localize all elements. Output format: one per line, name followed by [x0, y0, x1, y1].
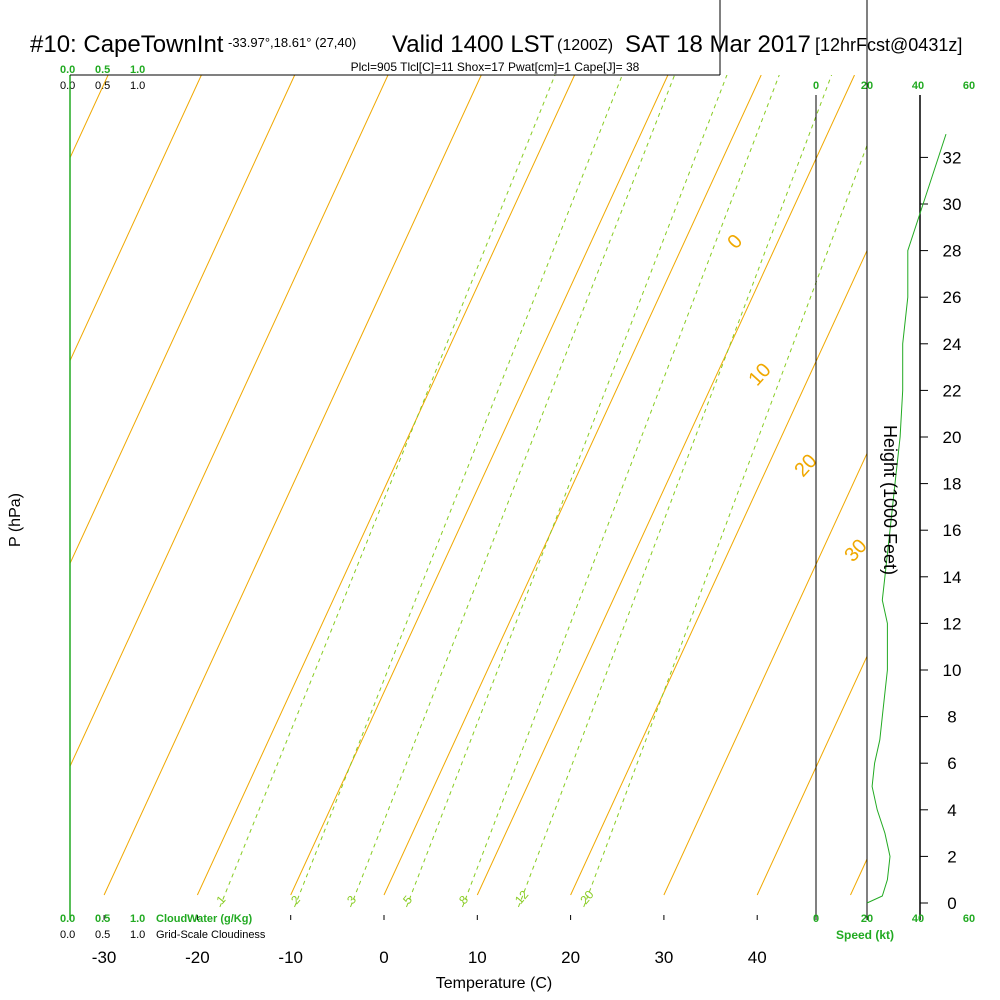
isotherm-line — [70, 75, 202, 362]
height-tick-label: 28 — [943, 242, 962, 261]
speed-top-60: 60 — [963, 80, 975, 92]
height-tick-label: 26 — [943, 288, 962, 307]
cloudwater-label: CloudWater (g/Kg) — [156, 913, 252, 925]
wind-speed-profile-line — [866, 133, 947, 904]
height-tick-label: 20 — [943, 428, 962, 447]
mixing-ratio-label: 20 — [577, 887, 597, 906]
isotherm-line — [103, 75, 482, 896]
height-tick-label: 30 — [943, 195, 962, 214]
isotherm-line — [196, 75, 576, 896]
speed-top-40: 40 — [912, 80, 924, 92]
mixing-ratio-line — [406, 75, 728, 908]
isotherm-line — [0, 75, 15, 895]
mixing-ratio-label: 8 — [456, 893, 471, 907]
height-tick-label: 8 — [947, 708, 956, 727]
temperature-tick-label: 20 — [561, 948, 580, 967]
mixing-ratio-line — [461, 75, 780, 908]
isotherm-line — [663, 452, 867, 896]
temperature-tick-label: 40 — [748, 948, 767, 967]
cloud-scale-top-green-2: 1.0 — [130, 64, 145, 76]
temperature-tick-label: -30 — [92, 948, 117, 967]
height-tick-label: 6 — [947, 754, 956, 773]
mixing-ratio-line — [350, 75, 676, 908]
isotherm-line — [383, 75, 762, 896]
height-tick-label: 4 — [947, 801, 956, 820]
cloud-scale-top: 0.0 0.5 1.0 0.0 0.5 1.0 — [60, 64, 145, 92]
speed-bottom-60: 60 — [963, 913, 975, 925]
isotherm-label: 10 — [744, 359, 775, 390]
height-tick-label: 10 — [943, 661, 962, 680]
mixing-ratio-label: 1 — [213, 893, 228, 907]
temperature-tick-label: 0 — [379, 948, 388, 967]
speed-unit-label: Speed (kt) — [836, 928, 894, 942]
speed-scale-bottom: 0 20 40 60 Speed (kt) — [813, 913, 975, 942]
chart-title-coords: -33.97°,18.61° (27,40) — [228, 35, 356, 50]
mixing-ratio-label: 2 — [288, 893, 303, 907]
height-tick-label: 12 — [943, 614, 962, 633]
chart-title-station: #10: CapeTownInt — [30, 31, 224, 58]
isotherm-label: 20 — [790, 450, 821, 481]
y-axis-label-height: Height (1000 Feet) — [880, 425, 900, 575]
speed-bottom-40: 40 — [912, 913, 924, 925]
isotherm-line — [70, 75, 389, 768]
isotherm-line — [290, 75, 669, 896]
mixing-ratio-label: 5 — [400, 893, 415, 907]
cloud-scale-bottom-black-2: 1.0 — [130, 929, 145, 941]
chart-title-valid: Valid 1400 LST — [392, 31, 555, 58]
isotherms — [0, 75, 867, 896]
parcel-parameters: Plcl=905 Tlcl[C]=11 Shox=17 Pwat[cm]=1 C… — [351, 60, 640, 74]
temperature-tick-label: -10 — [278, 948, 303, 967]
height-tick-label: 32 — [943, 148, 962, 167]
height-tick-label: 22 — [943, 381, 962, 400]
cloud-scale-top-black-0: 0.0 — [60, 80, 75, 92]
temperature-tick-label: -20 — [185, 948, 210, 967]
mixing-ratio-line — [517, 75, 833, 908]
chart-title-zulu: (1200Z) — [557, 37, 613, 54]
speed-scale-top: 0 20 40 60 — [813, 80, 975, 92]
isotherm-line — [70, 75, 109, 160]
right-boundary-line — [719, 0, 868, 920]
cloud-scale-bottom: 0.0 0.5 1.0 CloudWater (g/Kg) 0.0 0.5 1.… — [60, 913, 266, 941]
cloud-scale-bottom-green-0: 0.0 — [60, 913, 75, 925]
y-axis-label-pressure: P (hPa) — [7, 493, 24, 547]
isotherm-line — [570, 249, 867, 896]
height-tick-label: 16 — [943, 521, 962, 540]
cloud-scale-bottom-black-1: 0.5 — [95, 929, 110, 941]
speed-bottom-0: 0 — [813, 913, 819, 925]
cloud-scale-top-green-1: 0.5 — [95, 64, 110, 76]
isotherm-line — [476, 75, 855, 896]
height-tick-label: 2 — [947, 847, 956, 866]
speed-top-0: 0 — [813, 80, 819, 92]
height-tick-label: 14 — [943, 568, 962, 587]
height-tick-label: 18 — [943, 475, 962, 494]
isotherm-line — [756, 655, 867, 896]
temperature-tick-label: 10 — [468, 948, 487, 967]
mixing-ratio-label: 3 — [344, 893, 359, 907]
mixing-ratio-label: 12 — [512, 887, 532, 906]
cloud-scale-bottom-green-1: 0.5 — [95, 913, 110, 925]
cloud-scale-top-green-0: 0.0 — [60, 64, 75, 76]
chart-title-forecast: [12hrFcst@0431z] — [815, 35, 962, 55]
isotherm-label: 0 — [723, 230, 747, 253]
isotherm-line — [70, 75, 296, 565]
speed-bottom-20: 20 — [861, 913, 873, 925]
cloud-scale-bottom-green-2: 1.0 — [130, 913, 145, 925]
cloud-scale-top-black-2: 1.0 — [130, 80, 145, 92]
temperature-tick-label: 30 — [654, 948, 673, 967]
cloud-scale-bottom-black-0: 0.0 — [60, 929, 75, 941]
chart-title-date: SAT 18 Mar 2017 — [625, 31, 811, 58]
mixing-ratio-line — [583, 144, 867, 908]
plot-frame — [69, 0, 868, 920]
mixing-ratio-line — [294, 75, 623, 908]
height-tick-label: 24 — [943, 335, 962, 354]
x-axis-label: Temperature (C) — [436, 975, 552, 992]
height-tick-label: 0 — [947, 894, 956, 913]
cloudiness-label: Grid-Scale Cloudiness — [156, 929, 266, 941]
